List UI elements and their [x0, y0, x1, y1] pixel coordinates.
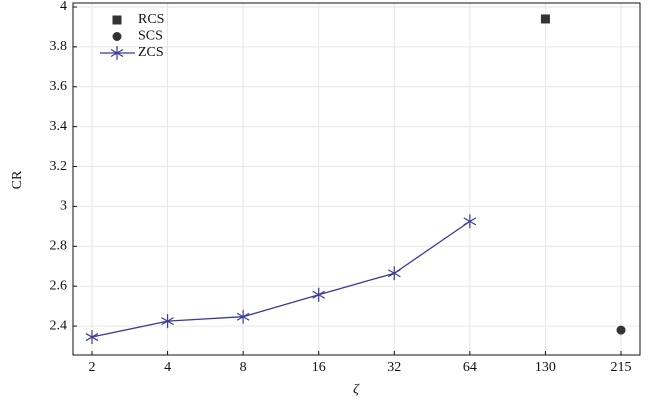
legend-marker: [112, 32, 122, 41]
data-point: [540, 14, 550, 24]
data-point: [161, 314, 174, 329]
series-line: [91, 220, 471, 338]
legend-marker: [112, 15, 122, 25]
x-tick-label: 32: [387, 360, 401, 375]
y-tick-label: 3.4: [50, 119, 68, 134]
legend-marker: [110, 46, 124, 60]
y-tick-label: 2.6: [50, 278, 68, 293]
y-tick-label: 2.8: [50, 239, 68, 254]
y-tick-label: 4: [60, 0, 67, 14]
y-tick-label: 3.8: [50, 39, 68, 54]
y-tick-label: 2.4: [50, 318, 68, 333]
x-tick-label: 64: [463, 360, 477, 375]
y-tick-label: 3.2: [50, 159, 68, 174]
legend-label: ZCS: [138, 45, 164, 60]
data-point: [616, 325, 626, 335]
data-point: [85, 330, 99, 345]
y-tick-label: 3.6: [50, 79, 68, 94]
x-tick-label: 8: [240, 360, 247, 375]
data-point: [312, 287, 326, 302]
x-axis-label: ζ: [353, 382, 360, 397]
x-tick-label: 4: [164, 360, 171, 375]
plot-frame: [72, 2, 641, 356]
x-tick-label: 215: [611, 360, 632, 375]
data-point: [463, 214, 477, 229]
legend-label: RCS: [138, 12, 164, 27]
x-tick-label: 2: [89, 360, 96, 375]
y-axis-label: CR: [10, 170, 25, 189]
legend-label: SCS: [138, 29, 163, 44]
x-tick-label: 130: [535, 360, 556, 375]
y-tick-label: 3: [60, 199, 67, 214]
x-tick-label: 16: [312, 360, 326, 375]
data-point: [387, 266, 401, 281]
data-point: [236, 309, 250, 324]
